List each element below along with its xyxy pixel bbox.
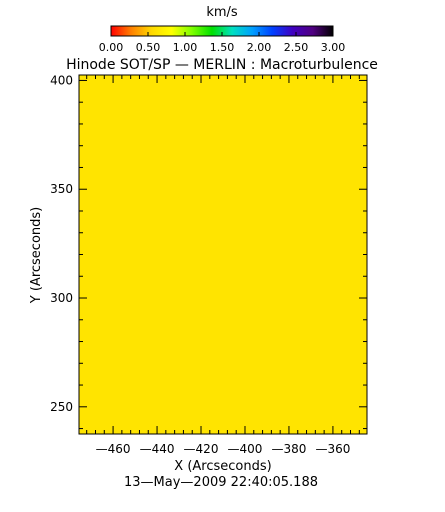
colorbar-tick-label: 3.00 [321,41,346,54]
colorbar-tick-label: 2.50 [284,41,309,54]
y-tick-label: 400 [50,73,73,87]
x-tick-label: —380 [272,442,307,456]
macroturbulence-field [79,75,367,434]
colorbar-tick-label: 1.50 [210,41,235,54]
colorbar-tick-label: 0.00 [99,41,124,54]
x-axis-label: X (Arcseconds) [174,459,271,474]
colorbar-unit-label: km/s [206,5,238,20]
colorbar-tick-label: 0.50 [136,41,161,54]
observation-date-label: 13—May—2009 22:40:05.188 [124,475,318,490]
colorbar-tick-label: 2.00 [247,41,272,54]
chart-title: Hinode SOT/SP — MERLIN : Macroturbulence [66,57,378,73]
y-axis-label: Y (Arcseconds) [29,207,44,304]
y-tick-label: 300 [50,291,73,305]
x-tick-label: —420 [184,442,219,456]
x-tick-label: —440 [140,442,175,456]
plot-area [79,75,367,434]
x-tick-label: —460 [96,442,131,456]
x-tick-label: —360 [315,442,350,456]
y-tick-label: 350 [50,182,73,196]
x-tick-label: —400 [228,442,263,456]
y-tick-label: 250 [50,400,73,414]
colorbar-tick-label: 1.00 [173,41,198,54]
